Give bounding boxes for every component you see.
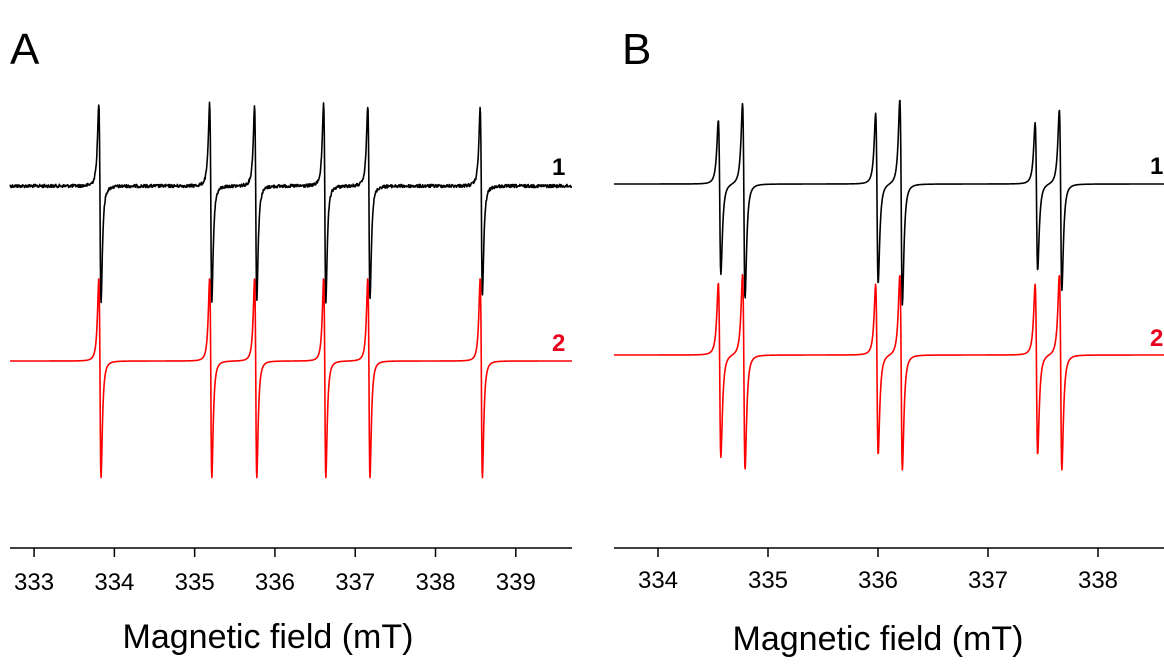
panel-a-series-1-label: 1 [552, 154, 565, 181]
panel-a: A 333 334 335 336 337 338 339 Magnetic field (… [9, 25, 573, 656]
x-tick-label: 335 [748, 567, 788, 594]
series-2-line [613, 273, 1164, 471]
x-tick-label: 337 [968, 567, 1008, 594]
x-tick-label: 334 [638, 567, 678, 594]
panel-b-plot [613, 99, 1164, 471]
panel-a-letter: A [10, 25, 40, 74]
panel-b-series-1-label: 1 [1150, 153, 1163, 180]
series-1-line [613, 99, 1164, 306]
series-2-line [9, 278, 573, 479]
x-tick-label: 334 [94, 569, 134, 596]
panel-a-ticks: 333 334 335 336 337 338 339 [14, 548, 536, 596]
panel-b-series-2-label: 2 [1150, 325, 1163, 352]
x-tick-label: 337 [335, 569, 375, 596]
series-1-line [9, 101, 573, 304]
x-tick-label: 338 [1078, 567, 1118, 594]
x-tick-label: 338 [415, 569, 455, 596]
panel-b-x-axis-title: Magnetic field (mT) [733, 620, 1024, 658]
panel-b-ticks: 334 335 336 337 338 [638, 548, 1118, 594]
panel-b-letter: B [622, 25, 651, 74]
panel-b: B 334 335 336 337 338 Magnetic field (mT) 1 … [613, 25, 1164, 658]
panel-a-plot [9, 101, 573, 479]
x-tick-label: 333 [14, 569, 54, 596]
panel-a-series-2-label: 2 [552, 330, 565, 357]
x-tick-label: 339 [496, 569, 536, 596]
x-tick-label: 336 [858, 567, 898, 594]
x-tick-label: 336 [255, 569, 295, 596]
panel-a-x-axis-title: Magnetic field (mT) [123, 618, 414, 656]
x-tick-label: 335 [175, 569, 215, 596]
